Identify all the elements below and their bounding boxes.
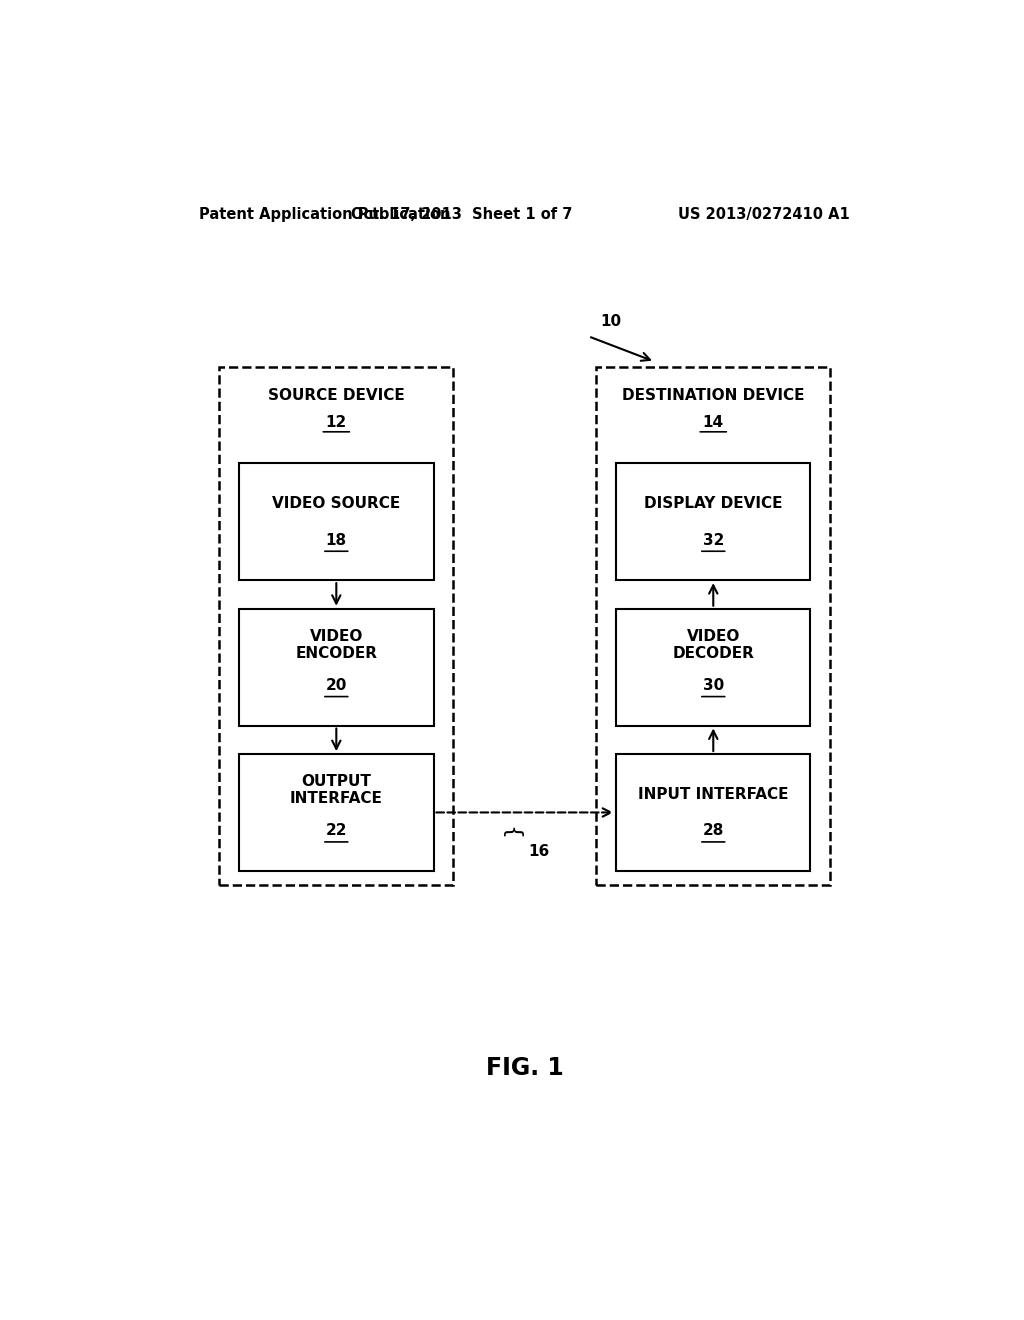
Text: 32: 32 <box>702 532 724 548</box>
Text: 20: 20 <box>326 678 347 693</box>
Text: {: { <box>501 826 520 840</box>
Text: 30: 30 <box>702 678 724 693</box>
FancyBboxPatch shape <box>616 463 811 581</box>
FancyBboxPatch shape <box>219 367 454 886</box>
Text: 28: 28 <box>702 824 724 838</box>
Text: Patent Application Publication: Patent Application Publication <box>200 207 451 222</box>
Text: FIG. 1: FIG. 1 <box>486 1056 563 1080</box>
Text: DESTINATION DEVICE: DESTINATION DEVICE <box>622 388 805 403</box>
FancyBboxPatch shape <box>596 367 830 886</box>
Text: 18: 18 <box>326 532 347 548</box>
Text: Oct. 17, 2013  Sheet 1 of 7: Oct. 17, 2013 Sheet 1 of 7 <box>350 207 572 222</box>
Text: VIDEO
DECODER: VIDEO DECODER <box>673 628 755 661</box>
Text: 16: 16 <box>528 843 550 858</box>
FancyBboxPatch shape <box>616 754 811 871</box>
Text: INPUT INTERFACE: INPUT INTERFACE <box>638 787 788 801</box>
FancyBboxPatch shape <box>616 609 811 726</box>
Text: VIDEO
ENCODER: VIDEO ENCODER <box>295 628 377 661</box>
FancyBboxPatch shape <box>240 463 433 581</box>
Text: SOURCE DEVICE: SOURCE DEVICE <box>268 388 404 403</box>
Text: OUTPUT
INTERFACE: OUTPUT INTERFACE <box>290 774 383 807</box>
Text: US 2013/0272410 A1: US 2013/0272410 A1 <box>679 207 850 222</box>
Text: 12: 12 <box>326 416 347 430</box>
Text: DISPLAY DEVICE: DISPLAY DEVICE <box>644 496 782 511</box>
Text: 10: 10 <box>600 314 622 329</box>
FancyBboxPatch shape <box>240 609 433 726</box>
FancyBboxPatch shape <box>240 754 433 871</box>
Text: 22: 22 <box>326 824 347 838</box>
Text: 14: 14 <box>702 416 724 430</box>
Text: VIDEO SOURCE: VIDEO SOURCE <box>272 496 400 511</box>
